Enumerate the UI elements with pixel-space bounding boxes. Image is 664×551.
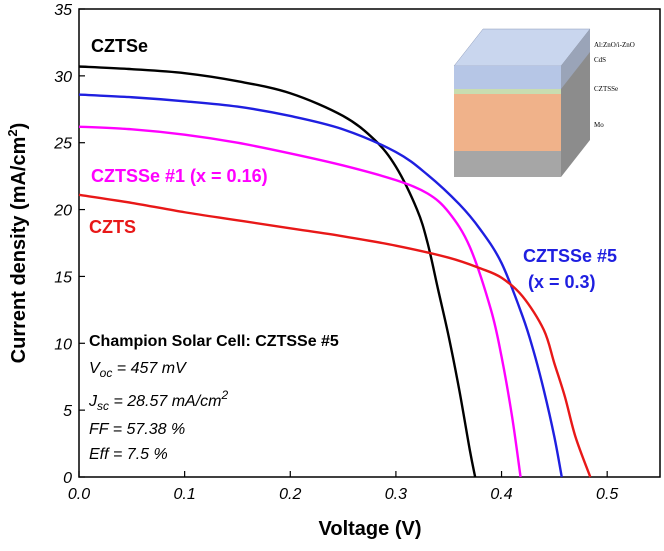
info-title: Champion Solar Cell: CZTSSe #5	[89, 333, 339, 350]
x-tick-label: 0.0	[68, 486, 90, 503]
y-axis-title-sup: 2	[5, 129, 20, 136]
x-tick-label: 0.3	[385, 486, 407, 503]
y-tick-label: 15	[54, 269, 72, 286]
series-group	[78, 65, 592, 478]
y-axis-title: Current density (mA/cm2)	[5, 123, 30, 364]
info-voc-value: = 457 mV	[112, 360, 187, 377]
info-eff: Eff = 7.5 %	[89, 446, 168, 463]
layer-label-cztsse: CZTSSe	[594, 85, 618, 93]
series-line-czts	[78, 193, 592, 478]
series-line-cztsse-5	[78, 93, 563, 478]
y-tick-label: 10	[54, 336, 72, 353]
layer-azo	[454, 66, 561, 89]
x-tick-label: 0.5	[596, 486, 618, 503]
label-czts: CZTS	[89, 217, 136, 237]
label-cztsse-5-line2: (x = 0.3)	[528, 272, 596, 292]
info-jsc: Jsc = 28.57 mA/cm2	[88, 388, 229, 413]
info-ff: FF = 57.38 %	[89, 421, 185, 438]
y-axis-title-close: )	[8, 123, 30, 130]
info-voc-symbol: V	[89, 360, 101, 377]
plot-frame	[78, 8, 661, 478]
y-axis-title-main: Current density (mA/cm	[8, 137, 30, 364]
label-cztse: CZTSe	[91, 36, 148, 56]
y-tick-label: 30	[54, 69, 72, 86]
layer-label-mo: Mo	[594, 121, 604, 129]
x-tick-label: 0.4	[490, 486, 512, 503]
info-jsc-sup: 2	[221, 388, 229, 402]
info-voc-sub: oc	[100, 366, 113, 380]
x-axis-title: Voltage (V)	[319, 518, 422, 540]
stack-side-top-layer	[561, 29, 590, 89]
device-stack-inset: Al:ZnO/i-ZnO CdS CZTSSe Mo	[453, 28, 635, 177]
label-cztsse-1: CZTSSe #1 (x = 0.16)	[91, 166, 268, 186]
series-line-cztse	[78, 65, 477, 478]
info-jsc-sub: sc	[97, 399, 109, 413]
y-tick-label: 20	[53, 203, 72, 220]
tick-group: 0.0 0.1 0.2 0.3 0.4 0.5 0 5 10 15 20 25 30 35	[53, 2, 618, 503]
info-jsc-value: = 28.57 mA/cm	[109, 393, 222, 410]
info-jsc-symbol: J	[88, 393, 98, 410]
layer-label-azo: Al:ZnO/i-ZnO	[594, 41, 635, 49]
layer-cztsse	[454, 94, 561, 151]
x-tick-label: 0.1	[174, 486, 196, 503]
layer-mo	[454, 151, 561, 177]
y-tick-label: 25	[53, 136, 72, 153]
x-tick-label: 0.2	[279, 486, 301, 503]
layer-label-cds: CdS	[594, 56, 606, 64]
y-tick-label: 35	[54, 2, 72, 19]
y-tick-label: 0	[63, 470, 72, 487]
label-cztsse-5-line1: CZTSSe #5	[523, 246, 617, 266]
layer-cds	[454, 89, 561, 94]
y-tick-label: 5	[63, 403, 72, 420]
series-line-cztsse-1-x-0-16	[78, 125, 522, 478]
info-voc: Voc = 457 mV	[89, 360, 187, 380]
